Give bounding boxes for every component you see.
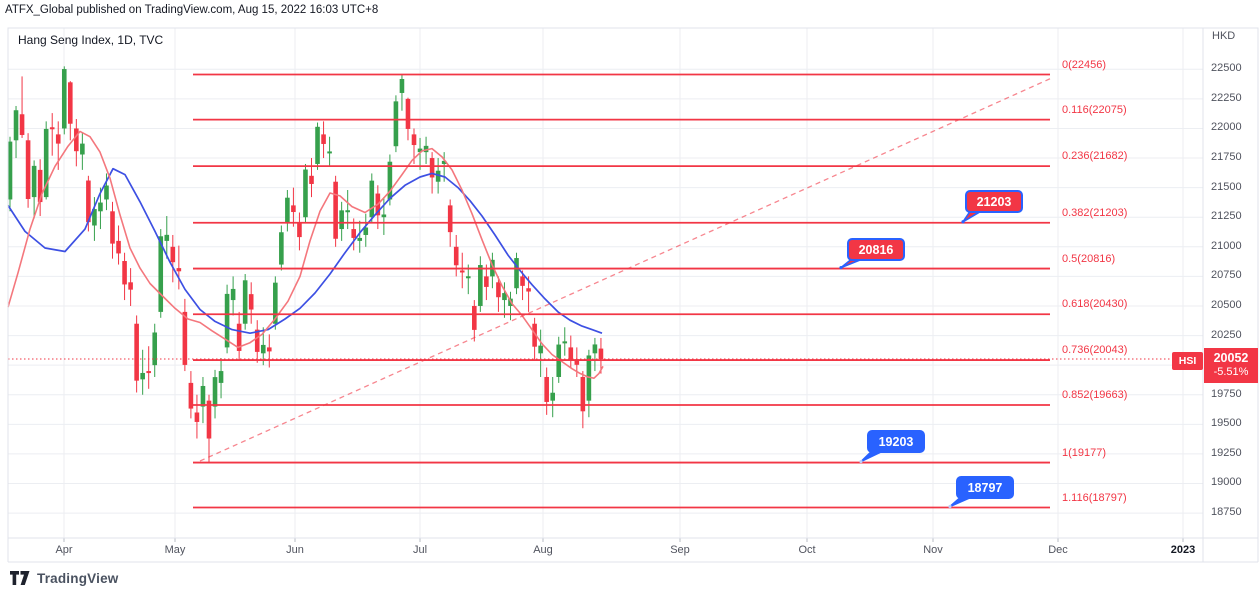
time-tick-label: Apr [55,544,73,556]
ma-fast-line [7,130,604,379]
price-tick-label: 21000 [1211,239,1242,252]
time-tick-label: Jul [412,544,428,556]
price-callout-18797[interactable]: 18797 [948,476,1014,509]
price-callout-21203[interactable]: 21203 [961,190,1023,224]
price-tick-label: 22500 [1211,62,1242,75]
price-tick-label: 20250 [1211,328,1242,341]
fib-level-label: 0.382(21203) [1062,206,1128,219]
fib-level-label: 1(19177) [1062,446,1107,459]
fib-level-label: 0.116(22075) [1062,103,1127,116]
svg-text:21203: 21203 [977,195,1012,209]
currency-axis-label: HKD [1212,30,1236,42]
time-tick-label: Sep [670,544,690,556]
last-price-change: -5.51% [1213,366,1249,379]
last-price-value: 20052 [1213,350,1249,365]
price-tick-label: 20750 [1211,269,1242,282]
symbol-legend[interactable]: Hang Seng Index, 1D, TVC [18,33,164,47]
svg-text:20816: 20816 [859,243,894,257]
tradingview-footer[interactable]: TradingView [10,570,118,586]
fib-level-label: 0.736(20043) [1062,344,1128,357]
price-tick-label: 22000 [1211,121,1242,134]
fib-level-label: 0.618(20430) [1062,298,1128,311]
price-tick-label: 20500 [1211,298,1242,311]
last-price-badge: 20052 -5.51% [1204,348,1258,383]
fib-level-label: 0(22456) [1062,58,1107,71]
time-tick-label: Jun [286,544,304,556]
price-tick-label: 21500 [1211,180,1242,193]
tradingview-brand-text: TradingView [37,570,119,586]
price-tick-label: 18750 [1211,506,1242,519]
price-tick-label: 19750 [1211,387,1242,400]
attribution-header: ATFX_Global published on TradingView.com… [5,4,379,16]
time-tick-label: Aug [533,544,553,556]
svg-text:18797: 18797 [968,481,1003,495]
price-tick-label: 21750 [1211,151,1242,164]
fib-level-label: 0.5(20816) [1062,252,1116,265]
fib-level-label: 1.116(18797) [1062,491,1127,504]
time-tick-label: May [164,544,186,556]
symbol-price-chip: HSI [1172,352,1203,370]
svg-text:19203: 19203 [879,435,914,449]
trend-line [199,78,1051,462]
fib-level-label: 0.852(19663) [1062,389,1128,402]
time-tick-label: Nov [923,544,943,556]
time-tick-label: 2023 [1170,544,1196,556]
price-callout-20816[interactable]: 20816 [839,238,905,270]
time-tick-label: Oct [798,544,816,556]
fib-level-label: 0.236(21682) [1062,150,1128,163]
price-callout-19203[interactable]: 19203 [859,430,925,464]
time-tick-label: Dec [1048,544,1068,556]
tradingview-logo-icon [10,571,30,585]
price-tick-label: 19000 [1211,476,1242,489]
price-tick-label: 21250 [1211,210,1242,223]
price-tick-label: 19500 [1211,417,1242,430]
ma-slow-line [7,167,603,335]
price-tick-label: 22250 [1211,91,1242,104]
price-tick-label: 19250 [1211,446,1242,459]
